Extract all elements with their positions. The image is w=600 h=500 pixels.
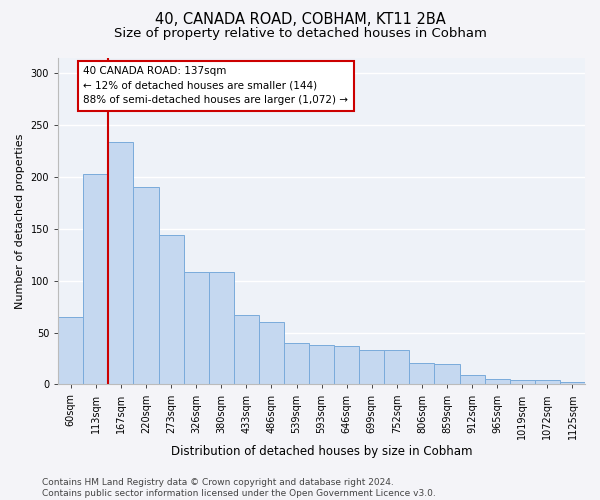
Bar (560, 382, 585, 384)
Bar (259, 322, 284, 384)
Bar (234, 315, 259, 384)
Bar (109, 142, 133, 384)
Bar (158, 235, 184, 384)
Text: 40, CANADA ROAD, COBHAM, KT11 2BA: 40, CANADA ROAD, COBHAM, KT11 2BA (155, 12, 445, 28)
Bar (133, 187, 158, 384)
Bar (309, 345, 334, 385)
Bar (434, 364, 460, 384)
Bar (284, 343, 309, 384)
X-axis label: Distribution of detached houses by size in Cobham: Distribution of detached houses by size … (171, 444, 472, 458)
Bar (510, 380, 535, 384)
Bar (409, 362, 434, 384)
Y-axis label: Number of detached properties: Number of detached properties (15, 134, 25, 308)
Bar (209, 272, 234, 384)
Bar (83, 174, 109, 384)
Text: Contains HM Land Registry data © Crown copyright and database right 2024.
Contai: Contains HM Land Registry data © Crown c… (42, 478, 436, 498)
Bar (359, 350, 385, 384)
Bar (385, 350, 409, 384)
Bar (184, 272, 209, 384)
Bar (485, 379, 510, 384)
Bar (460, 375, 485, 384)
Bar (334, 346, 359, 385)
Text: Size of property relative to detached houses in Cobham: Size of property relative to detached ho… (113, 28, 487, 40)
Bar (535, 380, 560, 384)
Bar (58, 317, 83, 384)
Text: 40 CANADA ROAD: 137sqm
← 12% of detached houses are smaller (144)
88% of semi-de: 40 CANADA ROAD: 137sqm ← 12% of detached… (83, 66, 348, 106)
